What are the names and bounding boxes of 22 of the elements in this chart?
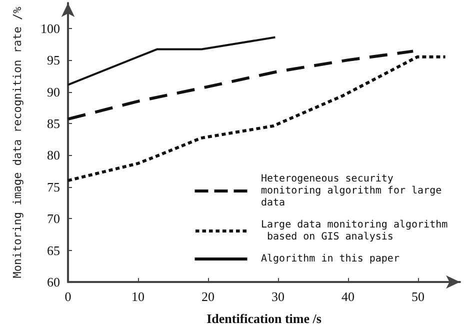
- legend-label: Heterogeneous security monitoring algorithm for large data: [261, 174, 448, 208]
- y-axis-title: Monitoring image data recognition rate /%: [11, 6, 24, 278]
- x-tick-label: 0: [64, 289, 72, 304]
- x-tick-label: 40: [342, 289, 354, 304]
- line-series: [66, 50, 415, 121]
- y-tick-label: 75: [47, 179, 60, 194]
- y-tick-label: 85: [47, 116, 60, 131]
- x-tick-label: 10: [132, 289, 144, 304]
- x-tick-label: 50: [412, 289, 424, 304]
- y-tick-label: 95: [47, 52, 60, 68]
- y-tick-label: 80: [47, 148, 60, 163]
- x-tick-label: 20: [202, 289, 214, 304]
- y-tick-label: 65: [47, 242, 60, 258]
- x-axis-title: Identification time /s: [206, 311, 322, 326]
- y-tick-label: 90: [47, 84, 60, 100]
- y-tick-label: 60: [47, 274, 60, 290]
- legend-label: Algorithm in this paper: [261, 254, 400, 264]
- y-tick-label: 100: [40, 20, 60, 36]
- y-tick-label: 70: [47, 211, 60, 226]
- legend-label: Large data monitoring algorithm based on GIS analysis: [261, 220, 448, 242]
- x-tick-label: 30: [272, 289, 284, 304]
- line-series: [66, 55, 447, 182]
